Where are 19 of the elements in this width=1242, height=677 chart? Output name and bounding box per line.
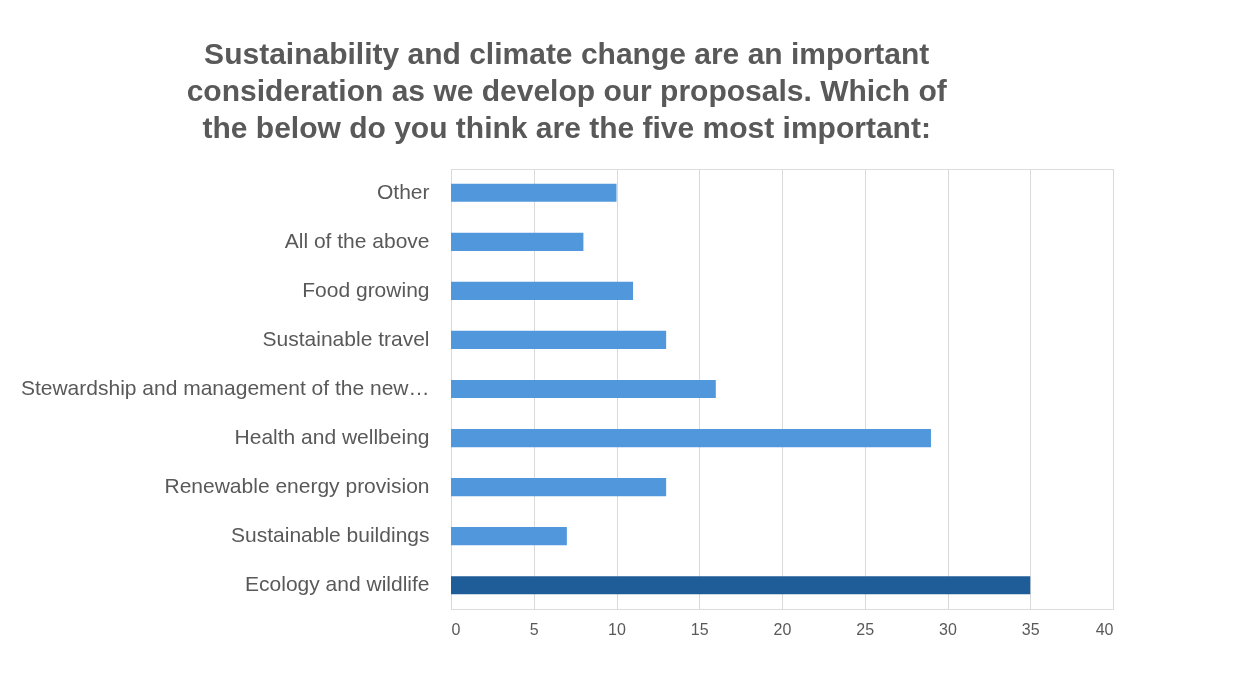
x-tick-label: 30 xyxy=(939,620,957,638)
x-tick-label: 15 xyxy=(690,620,709,638)
y-tick-label: Health and wellbeing xyxy=(234,425,430,449)
x-tick-label: 20 xyxy=(773,620,792,638)
x-tick-label: 0 xyxy=(451,620,461,638)
y-tick-label: Renewable energy provision xyxy=(164,474,430,498)
x-tick-label: 40 xyxy=(1095,620,1114,638)
x-tick-label: 35 xyxy=(1021,620,1040,638)
y-tick-label: Sustainable buildings xyxy=(231,523,430,547)
y-tick-label: Other xyxy=(376,179,430,203)
x-tick-label: 10 xyxy=(608,620,626,638)
y-tick-label: Ecology and wildlife xyxy=(245,572,430,596)
y-tick-label: All of the above xyxy=(284,228,430,252)
y-tick-label: Food growing xyxy=(302,277,430,301)
x-tick-label: 25 xyxy=(856,620,875,638)
x-tick-label: 5 xyxy=(529,620,539,638)
chart-title: Sustainability and climate change are an important consideration as we develop our proposals. Which of the below do you think are the five most important: xyxy=(186,37,948,144)
y-tick-label: Sustainable travel xyxy=(262,326,430,350)
y-tick-label: Stewardship and management of the new… xyxy=(20,376,430,399)
